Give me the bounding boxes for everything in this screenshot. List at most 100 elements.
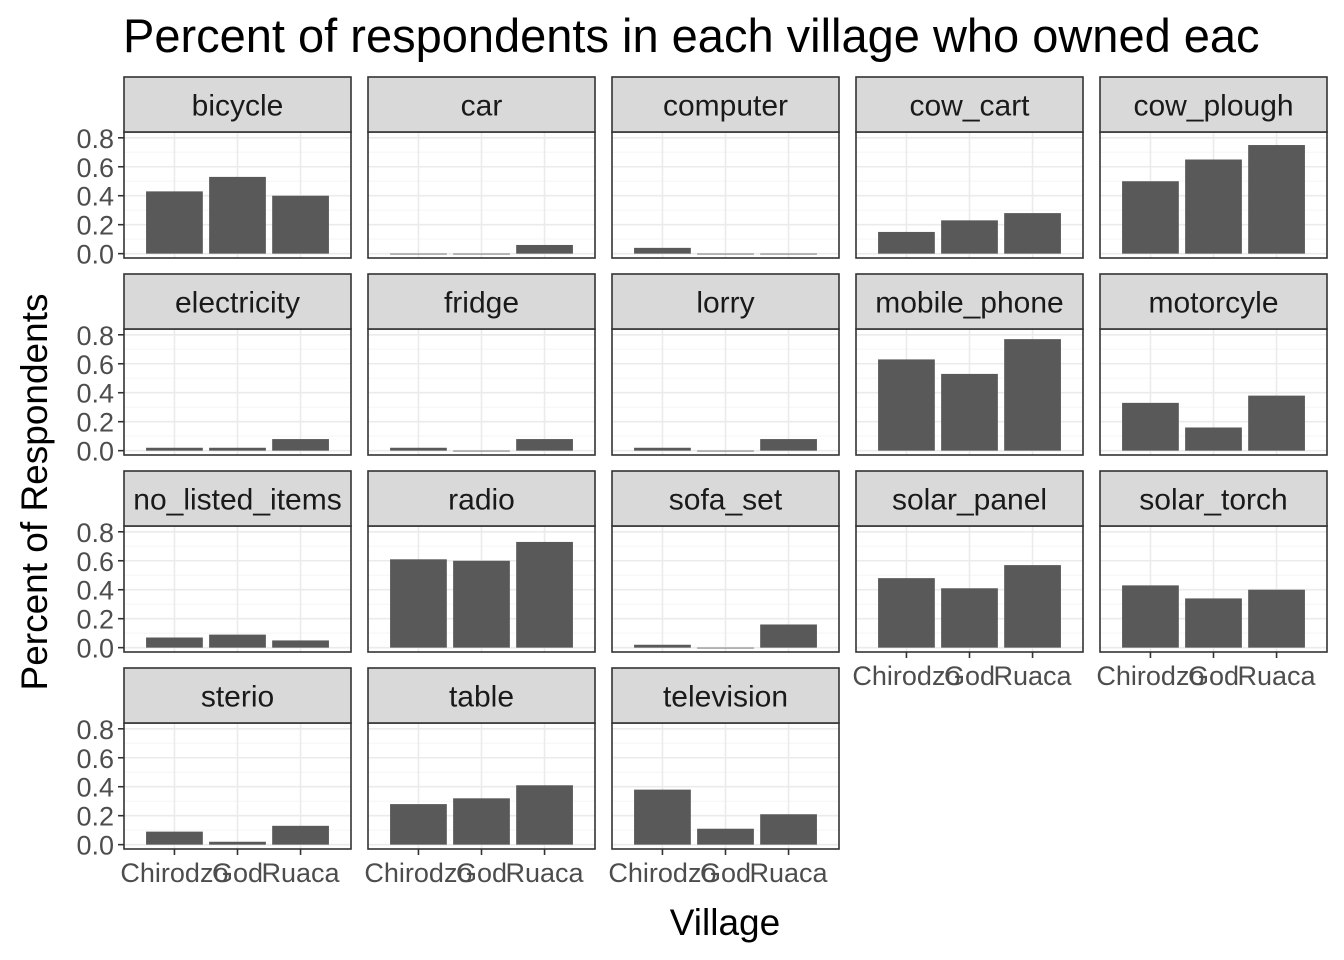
bar-mobile_phone-Chirodzo bbox=[878, 359, 935, 451]
bar-car-Chirodzo bbox=[390, 253, 447, 255]
strip-cow_cart bbox=[855, 76, 1084, 133]
bar-solar_panel-God bbox=[941, 588, 998, 648]
bar-television-Ruaca bbox=[760, 814, 817, 845]
bar-fridge-God bbox=[453, 450, 510, 452]
bar-car-Ruaca bbox=[516, 244, 573, 254]
y-tick-label: 0.8 bbox=[76, 124, 114, 154]
bar-radio-Ruaca bbox=[516, 541, 573, 648]
bar-mobile_phone-Ruaca bbox=[1004, 339, 1061, 451]
bar-electricity-God bbox=[209, 447, 266, 451]
y-tick-label: 0.8 bbox=[76, 715, 114, 745]
strip-sterio bbox=[123, 667, 352, 724]
y-tick-label: 0.8 bbox=[76, 518, 114, 548]
strip-label: electricity bbox=[175, 287, 300, 320]
bar-bicycle-Ruaca bbox=[272, 195, 329, 254]
y-tick-label: 0.4 bbox=[76, 773, 114, 803]
bar-electricity-Chirodzo bbox=[146, 447, 203, 451]
bar-bicycle-Chirodzo bbox=[146, 191, 203, 254]
bar-solar_torch-Ruaca bbox=[1248, 589, 1305, 648]
bar-fridge-Ruaca bbox=[516, 439, 573, 451]
strip-label: solar_panel bbox=[892, 484, 1047, 517]
y-tick-label: 0.0 bbox=[76, 240, 114, 270]
bar-radio-Chirodzo bbox=[390, 559, 447, 648]
strip-label: cow_cart bbox=[909, 90, 1030, 123]
bar-solar_torch-Chirodzo bbox=[1122, 585, 1179, 648]
x-tick-label: Chirodzo bbox=[852, 661, 960, 691]
strip-label: radio bbox=[448, 484, 515, 517]
y-tick-label: 0.0 bbox=[76, 634, 114, 664]
x-tick-label: Chirodzo bbox=[364, 858, 472, 888]
strip-lorry bbox=[611, 273, 840, 330]
bar-motorcyle-Ruaca bbox=[1248, 395, 1305, 451]
x-tick-label: Chirodzo bbox=[120, 858, 228, 888]
bar-table-God bbox=[453, 798, 510, 845]
strip-radio bbox=[367, 470, 596, 527]
y-axis-title: Percent of Respondents bbox=[14, 294, 55, 691]
y-tick-label: 0.6 bbox=[76, 153, 114, 183]
bar-motorcyle-Chirodzo bbox=[1122, 402, 1179, 451]
y-tick-label: 0.2 bbox=[76, 211, 114, 241]
strip-television bbox=[611, 667, 840, 724]
bar-cow_plough-Ruaca bbox=[1248, 145, 1305, 254]
x-tick-label: Ruaca bbox=[750, 858, 829, 888]
strip-electricity bbox=[123, 273, 352, 330]
strip-bicycle bbox=[123, 76, 352, 133]
strip-no_listed_items bbox=[123, 470, 352, 527]
bar-electricity-Ruaca bbox=[272, 439, 329, 451]
strip-solar_panel bbox=[855, 470, 1084, 527]
strip-label: lorry bbox=[696, 287, 754, 320]
x-axis-title: Village bbox=[670, 902, 780, 943]
strip-label: car bbox=[461, 90, 503, 123]
bar-computer-Ruaca bbox=[760, 253, 817, 255]
y-tick-label: 0.2 bbox=[76, 802, 114, 832]
bar-solar_panel-Chirodzo bbox=[878, 578, 935, 648]
bar-television-God bbox=[697, 828, 754, 845]
bar-table-Chirodzo bbox=[390, 804, 447, 845]
bar-no_listed_items-Chirodzo bbox=[146, 637, 203, 648]
bar-lorry-Chirodzo bbox=[634, 447, 691, 451]
x-tick-label: God bbox=[1188, 661, 1239, 691]
strip-label: motorcyle bbox=[1148, 287, 1278, 320]
strip-label: sterio bbox=[201, 681, 274, 714]
strip-car bbox=[367, 76, 596, 133]
x-tick-label: Ruaca bbox=[506, 858, 585, 888]
chart-title: Percent of respondents in each village w… bbox=[123, 9, 1260, 62]
x-tick-label: Ruaca bbox=[994, 661, 1073, 691]
bar-computer-God bbox=[697, 253, 754, 255]
strip-label: fridge bbox=[444, 287, 519, 320]
strip-solar_torch bbox=[1099, 470, 1328, 527]
y-tick-label: 0.4 bbox=[76, 182, 114, 212]
bar-sterio-God bbox=[209, 841, 266, 845]
strip-label: no_listed_items bbox=[133, 484, 341, 517]
bar-cow_cart-Chirodzo bbox=[878, 231, 935, 254]
bar-bicycle-God bbox=[209, 176, 266, 254]
bar-motorcyle-God bbox=[1185, 427, 1242, 451]
bar-cow_plough-God bbox=[1185, 159, 1242, 254]
bar-sofa_set-God bbox=[697, 647, 754, 649]
bar-fridge-Chirodzo bbox=[390, 447, 447, 451]
strip-motorcyle bbox=[1099, 273, 1328, 330]
y-tick-label: 0.2 bbox=[76, 605, 114, 635]
y-tick-label: 0.4 bbox=[76, 379, 114, 409]
strip-label: cow_plough bbox=[1133, 90, 1293, 123]
strip-mobile_phone bbox=[855, 273, 1084, 330]
strip-label: sofa_set bbox=[669, 484, 783, 517]
strip-label: mobile_phone bbox=[875, 287, 1063, 320]
bar-solar_panel-Ruaca bbox=[1004, 565, 1061, 648]
x-tick-label: Ruaca bbox=[1238, 661, 1317, 691]
y-tick-label: 0.6 bbox=[76, 547, 114, 577]
bar-cow_cart-Ruaca bbox=[1004, 213, 1061, 254]
y-tick-label: 0.6 bbox=[76, 744, 114, 774]
y-tick-label: 0.8 bbox=[76, 321, 114, 351]
strip-label: computer bbox=[663, 90, 788, 123]
y-tick-label: 0.4 bbox=[76, 576, 114, 606]
bar-lorry-Ruaca bbox=[760, 439, 817, 451]
bar-no_listed_items-God bbox=[209, 634, 266, 648]
bar-television-Chirodzo bbox=[634, 789, 691, 845]
strip-cow_plough bbox=[1099, 76, 1328, 133]
strip-label: bicycle bbox=[192, 90, 284, 123]
y-tick-label: 0.2 bbox=[76, 408, 114, 438]
strip-table bbox=[367, 667, 596, 724]
y-tick-label: 0.0 bbox=[76, 437, 114, 467]
